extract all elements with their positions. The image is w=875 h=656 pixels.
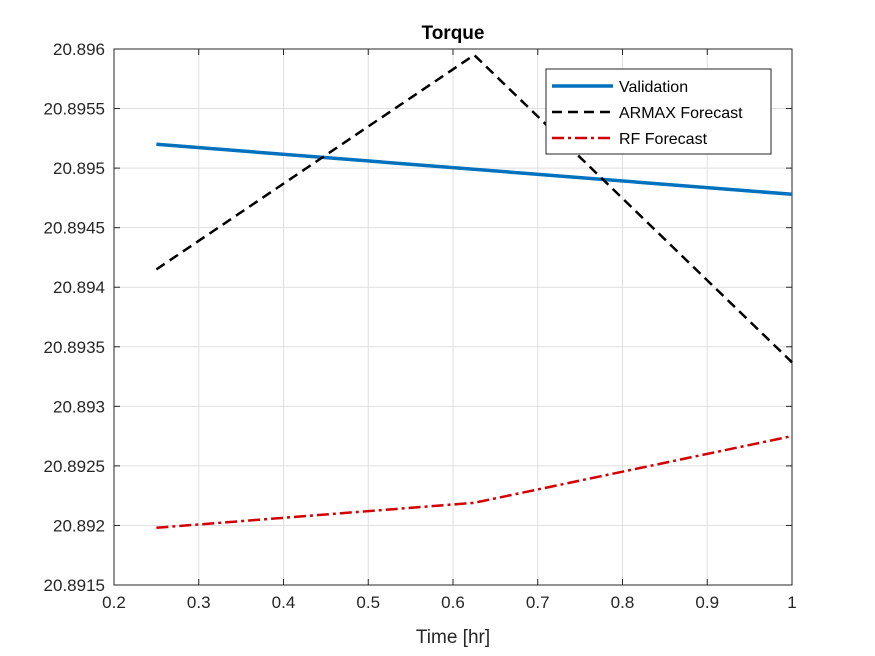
x-tick-label: 0.9 bbox=[695, 593, 719, 612]
x-axis-label: Time [hr] bbox=[416, 627, 490, 648]
series-line-validation bbox=[156, 142, 793, 197]
y-tick-label: 20.894 bbox=[53, 278, 105, 297]
x-tick-label: 0.8 bbox=[611, 593, 635, 612]
y-tick-label: 20.8935 bbox=[44, 338, 105, 357]
x-tick-label: 0.3 bbox=[187, 593, 211, 612]
y-tick-label: 20.892 bbox=[53, 516, 105, 535]
legend-box bbox=[545, 68, 772, 155]
legend-label: RF Forecast bbox=[619, 131, 708, 148]
x-tick-label: 1 bbox=[787, 593, 796, 612]
y-tick-label: 20.893 bbox=[53, 397, 105, 416]
y-tick-label: 20.896 bbox=[53, 40, 105, 59]
legend: Validation ARMAX Forecast RF Forecast bbox=[545, 68, 772, 155]
x-tick-label: 0.4 bbox=[272, 593, 296, 612]
x-tick-label: 0.6 bbox=[441, 593, 465, 612]
chart-title: Torque bbox=[422, 23, 485, 44]
y-tick-label: 20.8945 bbox=[44, 219, 105, 238]
x-tick-label: 0.2 bbox=[102, 593, 126, 612]
x-tick-label: 0.5 bbox=[356, 593, 380, 612]
series-line-armax-forecast bbox=[155, 53, 793, 364]
x-tick-label: 0.7 bbox=[526, 593, 550, 612]
series-line-rf-forecast bbox=[156, 434, 793, 530]
y-tick-label: 20.8955 bbox=[44, 100, 105, 119]
y-tick-label: 20.895 bbox=[53, 159, 105, 178]
y-tick-label: 20.8915 bbox=[44, 576, 105, 595]
legend-label: Validation bbox=[619, 79, 688, 96]
legend-label: ARMAX Forecast bbox=[619, 105, 743, 122]
y-tick-label: 20.8925 bbox=[44, 457, 105, 476]
